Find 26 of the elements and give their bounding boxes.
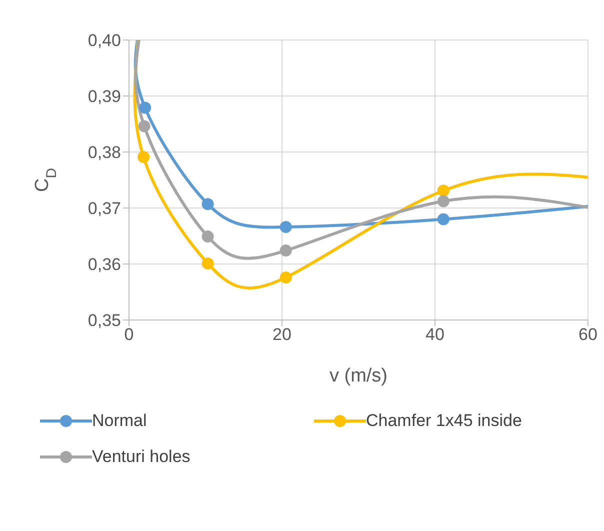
point — [138, 120, 150, 132]
y-tick-label: 0,39 — [88, 87, 121, 106]
point — [437, 184, 450, 197]
point — [202, 230, 214, 243]
point — [437, 195, 450, 208]
y-tick-label: 0,35 — [88, 311, 121, 330]
y-tick-label: 0,38 — [88, 143, 121, 162]
x-tick-label: 0 — [124, 325, 134, 344]
x-tick-label: 60 — [578, 325, 598, 344]
legend-label: Normal — [92, 411, 147, 431]
point — [437, 213, 450, 226]
y-tick-label: 0,36 — [88, 255, 121, 274]
legend-label: Chamfer 1x45 inside — [366, 411, 522, 431]
y-tick-label: 0,40 — [88, 31, 121, 50]
point — [280, 271, 292, 284]
point — [139, 102, 152, 114]
x-tick-label: 40 — [426, 325, 444, 344]
point — [280, 244, 292, 257]
y-tick-label: 0,37 — [88, 199, 121, 218]
x-tick-label: 20 — [272, 325, 292, 344]
x-axis-title: v (m/s) — [329, 365, 388, 386]
point — [280, 221, 292, 234]
legend-label: Venturi holes — [92, 447, 190, 467]
point — [138, 151, 150, 164]
point — [202, 257, 214, 270]
point — [202, 198, 214, 210]
